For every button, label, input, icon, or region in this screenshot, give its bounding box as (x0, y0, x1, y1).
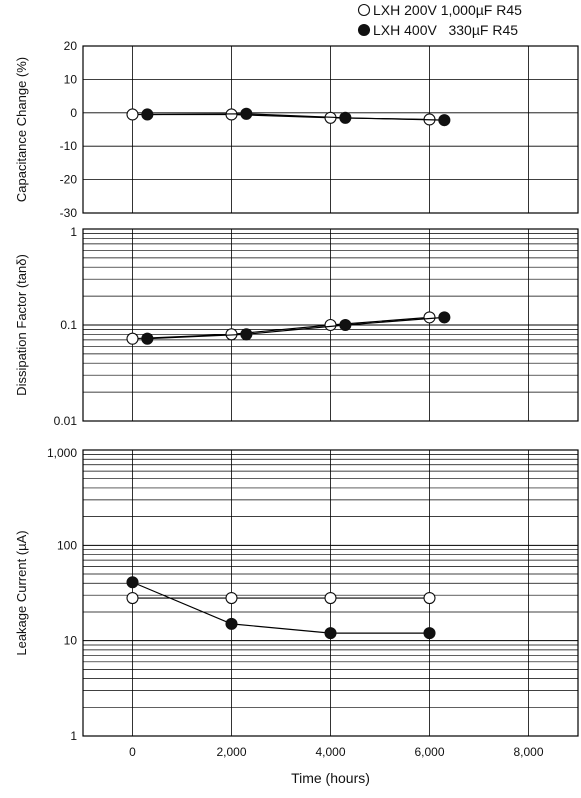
filled-circle-marker (438, 114, 451, 127)
panel1-ytick-label: -20 (60, 173, 78, 187)
filled-circle-marker (240, 107, 253, 120)
filled-circle-marker (438, 311, 451, 324)
x-tick-label: 8,000 (513, 745, 543, 759)
panel3-ylabel: Leakage Current (µA) (14, 530, 29, 655)
x-tick-label: 6,000 (414, 745, 444, 759)
filled-circle-marker (324, 627, 337, 640)
filled-circle-marker (240, 328, 253, 341)
panel2-frame (82, 228, 579, 422)
legend-label: LXH 200V 1,000µF R45 (373, 2, 522, 18)
open-circle-marker (225, 591, 238, 605)
open-circle-marker (324, 591, 337, 605)
x-tick-label: 2,000 (216, 745, 246, 759)
panel3-series-line (132, 581, 430, 634)
open-circle-marker (126, 108, 139, 121)
panel1-ytick-label: -30 (60, 206, 78, 220)
panel1-ytick-label: 0 (70, 106, 77, 120)
panel1-series-line (147, 113, 445, 121)
panel1-ytick-label: 10 (64, 72, 78, 86)
legend-open-circle-icon (357, 3, 371, 17)
panel3-ytick-label: 1,000 (47, 446, 77, 460)
panel1-ylabel: Capacitance Change (%) (14, 57, 29, 202)
panel1-frame (82, 45, 579, 214)
filled-circle-marker (225, 617, 238, 630)
filled-circle-marker (141, 108, 154, 121)
panel1-ytick-label: -10 (60, 139, 78, 153)
panel2-ytick-label: 0.1 (60, 318, 77, 332)
legend-filled-circle-icon (357, 23, 371, 37)
panel3-ytick-label: 10 (64, 634, 78, 648)
panel3-ytick-label: 1 (70, 729, 77, 743)
open-circle-marker (324, 318, 337, 332)
panel2-series-line (147, 316, 445, 340)
open-circle-marker (126, 591, 139, 605)
filled-circle-marker (339, 318, 352, 332)
panel2-ytick-label: 0.01 (54, 414, 78, 428)
panel1-ytick-label: 20 (64, 39, 78, 53)
panel3-ytick-label: 100 (57, 538, 77, 552)
open-circle-marker (423, 311, 436, 324)
open-circle-marker (423, 591, 436, 605)
x-axis-label: Time (hours) (291, 770, 370, 786)
legend-label: LXH 400V 330µF R45 (373, 22, 518, 38)
filled-circle-marker (126, 576, 139, 589)
panel3-frame (82, 449, 579, 737)
filled-circle-marker (423, 627, 436, 640)
filled-circle-marker (141, 332, 154, 345)
panel2-ytick-label: 1 (70, 225, 77, 239)
filled-circle-marker (339, 111, 352, 124)
x-tick-label: 0 (129, 745, 136, 759)
x-tick-label: 4,000 (315, 745, 345, 759)
panel2-ylabel: Dissipation Factor (tanδ) (14, 254, 29, 396)
panel2-series-line (132, 316, 430, 340)
open-circle-marker (126, 332, 139, 345)
